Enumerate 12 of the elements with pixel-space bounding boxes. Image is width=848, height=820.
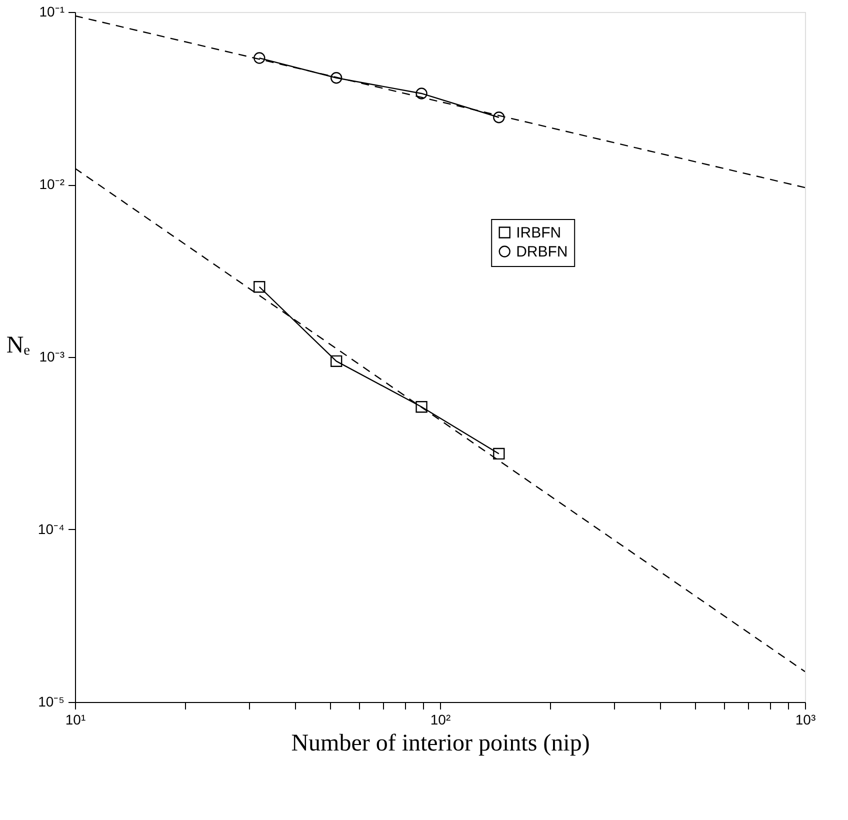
y-tick-label: 10⁻³ — [39, 348, 65, 364]
y-axis-title: Nₑ — [6, 332, 30, 358]
legend-label: IRBFN — [516, 224, 562, 242]
y-tick-label: 10⁻⁵ — [38, 694, 64, 710]
x-axis-title: Number of interior points (nip) — [291, 730, 590, 756]
x-tick-label: 10¹ — [65, 712, 86, 728]
legend-label: DRBFN — [516, 244, 568, 260]
x-tick-label: 10³ — [795, 712, 816, 728]
x-tick-label: 10² — [430, 712, 451, 728]
y-tick-label: 10⁻¹ — [39, 4, 65, 20]
y-tick-label: 10⁻² — [39, 176, 65, 192]
y-tick-label: 10⁻⁴ — [38, 521, 64, 537]
